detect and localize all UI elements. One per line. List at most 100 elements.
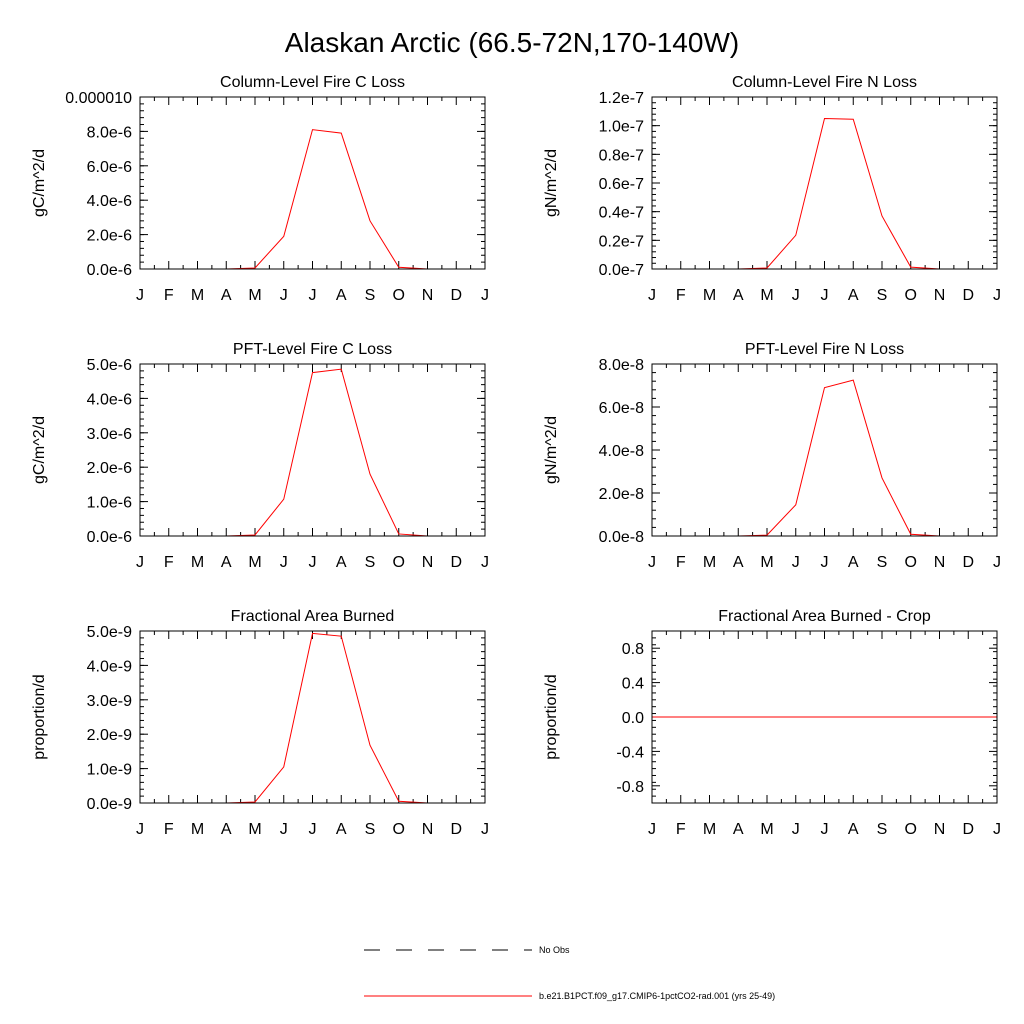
series-line bbox=[140, 632, 485, 804]
y-axis-label: gC/m^2/d bbox=[31, 149, 48, 217]
x-tick-label: F bbox=[676, 821, 686, 838]
x-tick-label: A bbox=[221, 554, 232, 571]
y-tick-label: 0.0e-8 bbox=[599, 529, 644, 546]
x-tick-label: N bbox=[934, 554, 946, 571]
x-tick-label: M bbox=[703, 287, 716, 304]
x-tick-label: M bbox=[760, 554, 773, 571]
chart-panel: PFT-Level Fire N Loss gN/m^2/d 0.0e-8 2.0e-… bbox=[543, 341, 1001, 571]
legend: No Obs b.e21.B1PCT.f09_g17.CMIP6-1pctCO2-… bbox=[364, 945, 775, 1001]
y-axis-label: proportion/d bbox=[31, 674, 48, 759]
y-tick-label: 0.0e-6 bbox=[87, 262, 132, 279]
x-tick-label: A bbox=[733, 821, 744, 838]
plot-frame bbox=[651, 630, 998, 804]
series-line bbox=[140, 368, 485, 537]
y-tick-label: 8.0e-8 bbox=[599, 357, 644, 374]
y-tick-label: 0.000010 bbox=[65, 90, 132, 107]
x-tick-label: D bbox=[450, 287, 462, 304]
x-tick-label: M bbox=[760, 821, 773, 838]
x-tick-label: A bbox=[733, 287, 744, 304]
x-tick-label: A bbox=[848, 821, 859, 838]
x-tick-label: J bbox=[280, 821, 288, 838]
plot-frame bbox=[139, 630, 486, 804]
x-tick-label: J bbox=[993, 554, 1001, 571]
x-tick-label: S bbox=[877, 821, 888, 838]
figure-title: Alaskan Arctic (66.5-72N,170-140W) bbox=[285, 27, 739, 58]
x-tick-label: A bbox=[848, 287, 859, 304]
x-tick-label: N bbox=[934, 821, 946, 838]
x-tick-label: J bbox=[280, 554, 288, 571]
x-tick-label: J bbox=[648, 821, 656, 838]
x-tick-label: N bbox=[422, 287, 434, 304]
x-tick-label: J bbox=[309, 821, 317, 838]
x-tick-label: D bbox=[450, 554, 462, 571]
x-tick-label: S bbox=[365, 554, 376, 571]
plot-frame bbox=[139, 96, 486, 270]
y-axis-label: gN/m^2/d bbox=[543, 416, 560, 484]
x-tick-label: M bbox=[760, 287, 773, 304]
x-tick-label: A bbox=[848, 554, 859, 571]
x-tick-label: A bbox=[221, 287, 232, 304]
y-axis-label: gN/m^2/d bbox=[543, 149, 560, 217]
x-tick-label: O bbox=[393, 287, 405, 304]
panel-title: Column-Level Fire N Loss bbox=[732, 74, 917, 91]
x-tick-label: A bbox=[733, 554, 744, 571]
plot-frame bbox=[139, 363, 486, 537]
x-tick-label: N bbox=[422, 554, 434, 571]
x-tick-label: J bbox=[648, 287, 656, 304]
y-tick-label: 0.2e-7 bbox=[599, 233, 644, 250]
x-tick-label: D bbox=[450, 821, 462, 838]
x-tick-label: F bbox=[164, 554, 174, 571]
y-tick-label: 2.0e-6 bbox=[87, 228, 132, 245]
x-tick-label: M bbox=[191, 821, 204, 838]
y-tick-label: 0.8e-7 bbox=[599, 147, 644, 164]
x-tick-label: D bbox=[962, 554, 974, 571]
x-tick-label: O bbox=[905, 554, 917, 571]
panel-title: Column-Level Fire C Loss bbox=[220, 74, 405, 91]
y-tick-label: -0.8 bbox=[616, 779, 644, 796]
x-tick-label: N bbox=[422, 821, 434, 838]
panel-title: PFT-Level Fire N Loss bbox=[745, 341, 904, 358]
x-tick-label: J bbox=[309, 554, 317, 571]
y-tick-label: 0.4 bbox=[622, 676, 644, 693]
x-tick-label: S bbox=[365, 287, 376, 304]
legend-label: No Obs bbox=[539, 945, 570, 955]
x-tick-label: D bbox=[962, 287, 974, 304]
x-tick-label: J bbox=[481, 821, 489, 838]
x-tick-label: M bbox=[703, 554, 716, 571]
chart-panel: Column-Level Fire C Loss gC/m^2/d 0.0e-6 2.… bbox=[31, 74, 489, 304]
x-tick-label: F bbox=[676, 287, 686, 304]
x-tick-label: J bbox=[280, 287, 288, 304]
x-tick-label: M bbox=[703, 821, 716, 838]
y-tick-label: 8.0e-6 bbox=[87, 124, 132, 141]
x-tick-label: J bbox=[481, 554, 489, 571]
x-tick-label: J bbox=[792, 821, 800, 838]
y-tick-label: 2.0e-9 bbox=[87, 727, 132, 744]
panel-title: Fractional Area Burned bbox=[231, 608, 395, 625]
chart-panel: Fractional Area Burned proportion/d 0.0e-9… bbox=[31, 608, 489, 838]
x-tick-label: J bbox=[648, 554, 656, 571]
x-tick-label: J bbox=[792, 287, 800, 304]
chart-panel: Fractional Area Burned - Crop proportion/… bbox=[543, 608, 1001, 838]
x-tick-label: J bbox=[136, 287, 144, 304]
x-tick-label: J bbox=[309, 287, 317, 304]
y-tick-label: 6.0e-8 bbox=[599, 400, 644, 417]
x-tick-label: A bbox=[221, 821, 232, 838]
x-tick-label: J bbox=[821, 554, 829, 571]
x-tick-label: J bbox=[821, 287, 829, 304]
x-tick-label: J bbox=[792, 554, 800, 571]
panel-title: PFT-Level Fire C Loss bbox=[233, 341, 392, 358]
x-tick-label: M bbox=[191, 554, 204, 571]
y-tick-label: 5.0e-6 bbox=[87, 357, 132, 374]
x-tick-label: J bbox=[136, 554, 144, 571]
x-tick-label: O bbox=[905, 287, 917, 304]
series-line bbox=[140, 129, 485, 270]
y-tick-label: 0.6e-7 bbox=[599, 176, 644, 193]
x-tick-label: F bbox=[676, 554, 686, 571]
panels-container: Column-Level Fire C Loss gC/m^2/d 0.0e-6 2.… bbox=[31, 74, 1001, 838]
x-tick-label: O bbox=[393, 821, 405, 838]
y-tick-label: 6.0e-6 bbox=[87, 159, 132, 176]
y-axis-label: proportion/d bbox=[543, 674, 560, 759]
y-tick-label: 1.0e-9 bbox=[87, 762, 132, 779]
x-tick-label: S bbox=[365, 821, 376, 838]
legend-label: b.e21.B1PCT.f09_g17.CMIP6-1pctCO2-rad.00… bbox=[539, 991, 775, 1001]
